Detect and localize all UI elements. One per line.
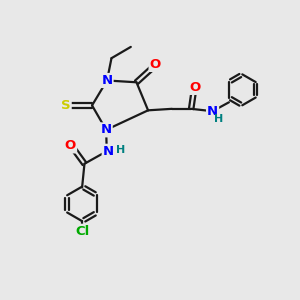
Text: N: N [100,123,112,136]
Text: N: N [101,74,112,87]
Text: H: H [116,145,125,155]
Text: S: S [61,99,71,112]
Text: O: O [65,140,76,152]
Text: N: N [103,145,114,158]
Text: N: N [207,105,218,118]
Text: O: O [189,81,201,94]
Text: Cl: Cl [75,225,89,238]
Text: O: O [150,58,161,71]
Text: H: H [214,114,224,124]
